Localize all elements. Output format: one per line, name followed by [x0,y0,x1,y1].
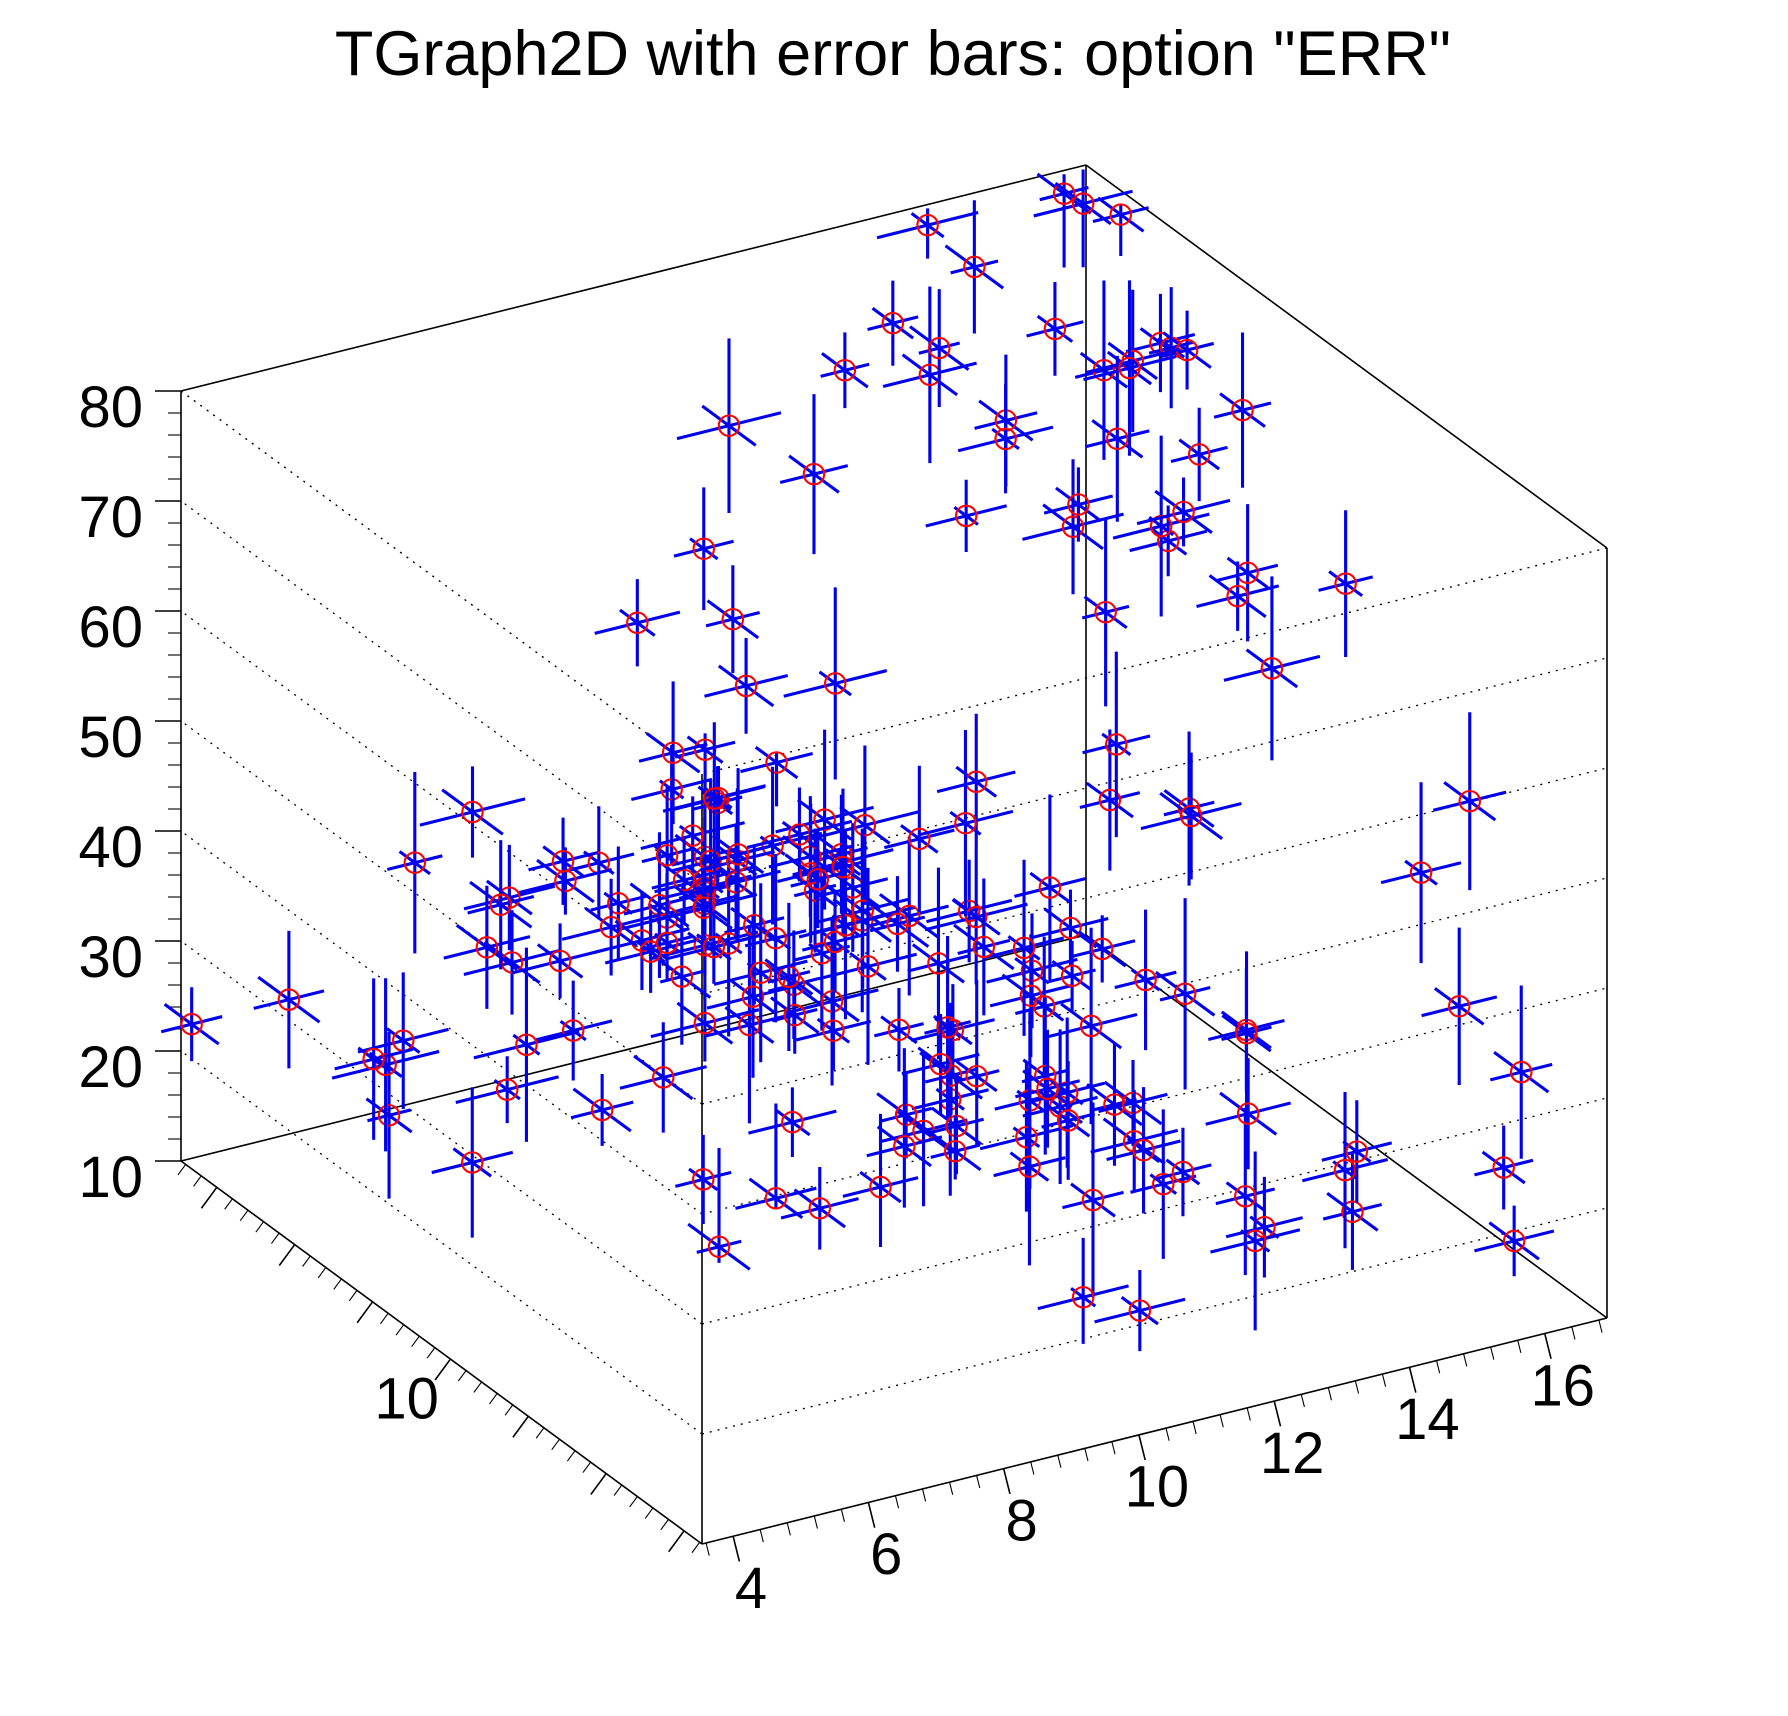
svg-text:TGraph2D with error bars: opti: TGraph2D with error bars: option "ERR" [335,19,1451,89]
svg-text:70: 70 [78,485,143,550]
svg-text:50: 50 [78,705,143,770]
svg-text:16: 16 [1530,1353,1595,1418]
svg-text:8: 8 [1005,1488,1037,1553]
svg-text:14: 14 [1395,1387,1460,1452]
svg-text:20: 20 [78,1035,143,1100]
svg-text:6: 6 [870,1522,902,1587]
svg-text:10: 10 [1125,1455,1190,1520]
svg-text:60: 60 [78,595,143,660]
svg-text:80: 80 [78,375,143,440]
svg-text:12: 12 [1260,1421,1325,1486]
svg-text:30: 30 [78,925,143,990]
svg-text:10: 10 [78,1145,143,1210]
svg-text:40: 40 [78,815,143,880]
svg-text:4: 4 [735,1556,767,1621]
svg-text:10: 10 [374,1367,439,1432]
